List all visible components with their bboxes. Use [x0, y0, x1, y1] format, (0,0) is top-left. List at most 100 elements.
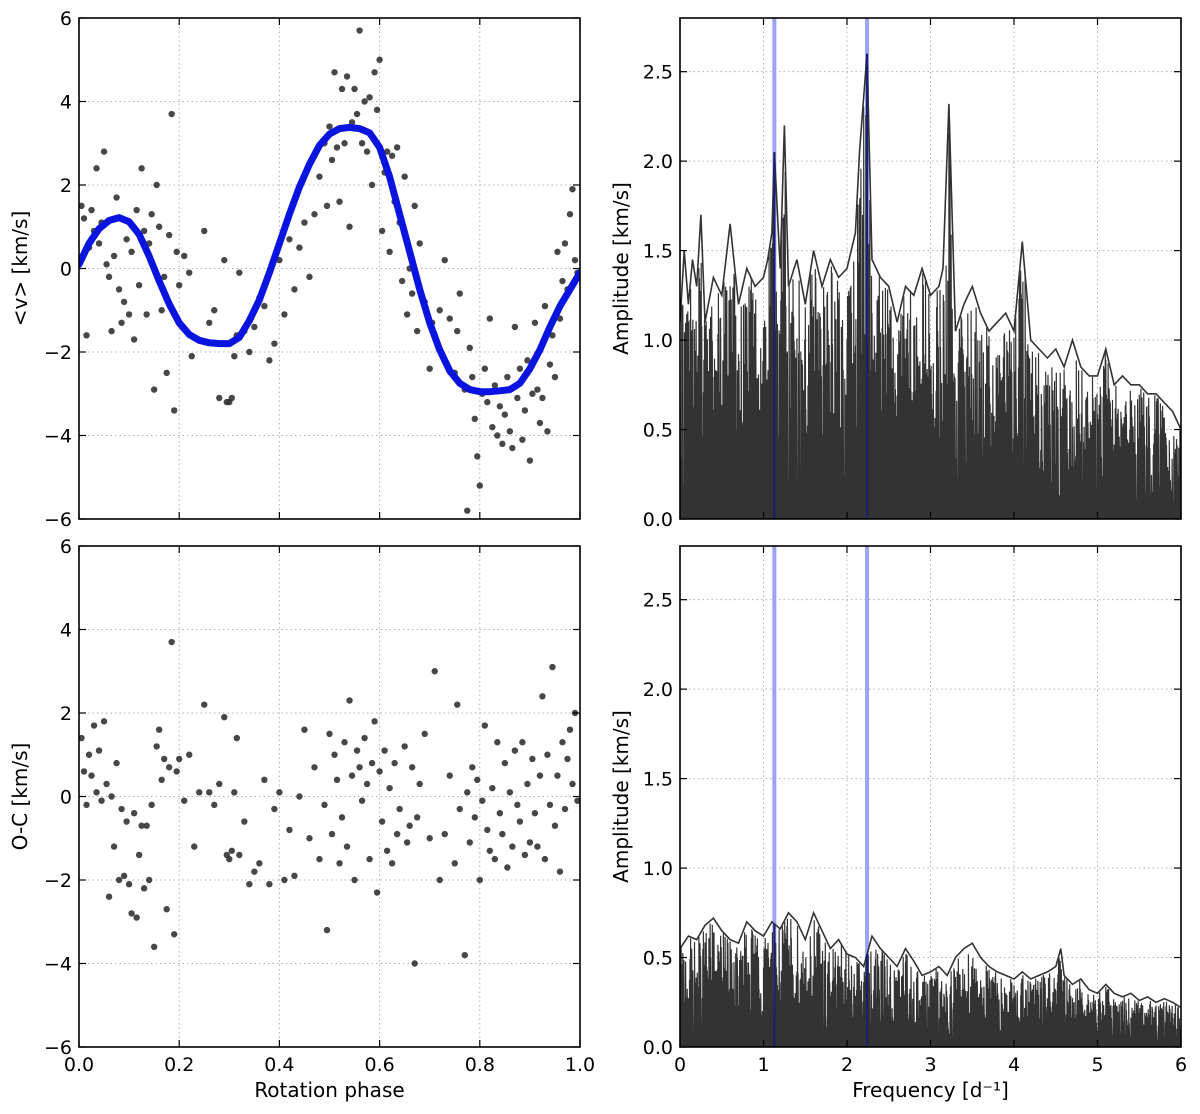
data-point: [539, 693, 546, 700]
panel-oc-phase: 0.0 0.2 0.4 0.6 0.8 1.0 −6 −4 −2 0 2 4 6 Rotation pha…: [8, 536, 595, 1102]
data-point: [403, 311, 411, 318]
data-point: [135, 851, 143, 859]
data-point: [100, 718, 108, 725]
data-point: [373, 889, 381, 896]
data-point: [358, 140, 366, 147]
data-point: [476, 876, 483, 884]
data-point: [574, 797, 580, 804]
panel-rv-phase: −6 −4 −2 0 2 4 6 <v> [km/s]: [8, 8, 581, 531]
data-point: [489, 423, 496, 431]
data-point: [266, 357, 273, 364]
data-point: [236, 851, 243, 859]
data-point: [486, 315, 494, 322]
data-point: [441, 256, 448, 264]
x-tick-label: 6: [1175, 1054, 1187, 1076]
data-point: [83, 332, 90, 339]
data-point: [413, 814, 421, 821]
data-point: [328, 156, 336, 164]
data-point: [466, 344, 473, 352]
data-point: [469, 373, 476, 381]
data-point: [366, 855, 373, 863]
data-point: [118, 319, 125, 326]
data-point: [536, 419, 544, 427]
data-point: [130, 336, 138, 343]
y-tick-label: −4: [44, 954, 72, 976]
data-point: [509, 843, 516, 850]
data-point: [188, 352, 195, 360]
axes-frame: [78, 545, 581, 1048]
data-point: [221, 256, 228, 264]
y-tick-label: 2: [60, 175, 72, 197]
data-point: [88, 772, 95, 779]
data-point: [115, 286, 123, 293]
data-point: [163, 369, 170, 377]
data-point: [153, 743, 160, 750]
data-point: [516, 365, 524, 372]
data-point: [108, 327, 115, 335]
data-point: [411, 960, 418, 967]
data-point: [569, 185, 576, 193]
data-point: [140, 227, 148, 235]
data-point: [416, 780, 423, 788]
data-point: [378, 818, 386, 825]
y-tick-label: 6: [60, 8, 72, 30]
data-point: [551, 373, 559, 381]
data-point: [501, 759, 509, 767]
data-point: [80, 768, 88, 775]
sine-fit-curve: [79, 123, 580, 396]
data-point: [100, 148, 108, 155]
data-point: [143, 311, 150, 318]
data-point: [88, 206, 95, 214]
data-point: [148, 801, 155, 809]
data-point: [103, 261, 110, 268]
x-tick-label: 0.2: [164, 1054, 194, 1076]
data-point: [401, 173, 408, 180]
data-point: [456, 290, 463, 297]
data-point: [383, 148, 391, 155]
data-point: [191, 843, 198, 850]
x-tick-label: 5: [1091, 1054, 1103, 1076]
data-point: [241, 818, 248, 825]
data-point: [138, 165, 145, 172]
data-point: [341, 140, 348, 147]
data-point: [173, 768, 180, 775]
data-point: [140, 885, 148, 892]
data-point: [251, 323, 258, 331]
data-point: [471, 814, 478, 821]
data-point: [408, 290, 416, 297]
plot-area: [680, 18, 1181, 519]
data-point: [168, 110, 175, 118]
data-point: [110, 252, 118, 260]
data-point: [211, 307, 218, 314]
data-point: [549, 332, 556, 339]
data-point: [216, 394, 223, 402]
data-point: [120, 872, 128, 880]
data-point: [79, 734, 85, 742]
data-point: [326, 123, 333, 130]
data-point: [383, 847, 391, 854]
data-point: [281, 876, 288, 884]
data-point: [481, 365, 489, 372]
data-point: [541, 302, 549, 310]
data-point: [554, 772, 561, 779]
data-point: [474, 453, 481, 460]
x-tick-label: 0.8: [465, 1054, 495, 1076]
data-point: [441, 830, 448, 838]
data-point: [346, 223, 353, 230]
data-point: [401, 743, 408, 750]
data-point: [356, 27, 363, 34]
data-point: [356, 764, 363, 771]
data-point: [233, 734, 241, 742]
data-point: [386, 784, 393, 792]
y-tick-label: 0.0: [643, 509, 673, 531]
x-tick-label: 0.4: [264, 1054, 294, 1076]
data-point: [504, 373, 511, 381]
data-point: [83, 801, 90, 809]
data-point: [489, 784, 496, 792]
y-tick-label: −2: [44, 342, 72, 364]
data-point: [484, 398, 491, 406]
data-point: [521, 407, 529, 414]
data-point: [353, 747, 361, 754]
data-point: [481, 722, 489, 729]
data-point: [150, 943, 158, 950]
